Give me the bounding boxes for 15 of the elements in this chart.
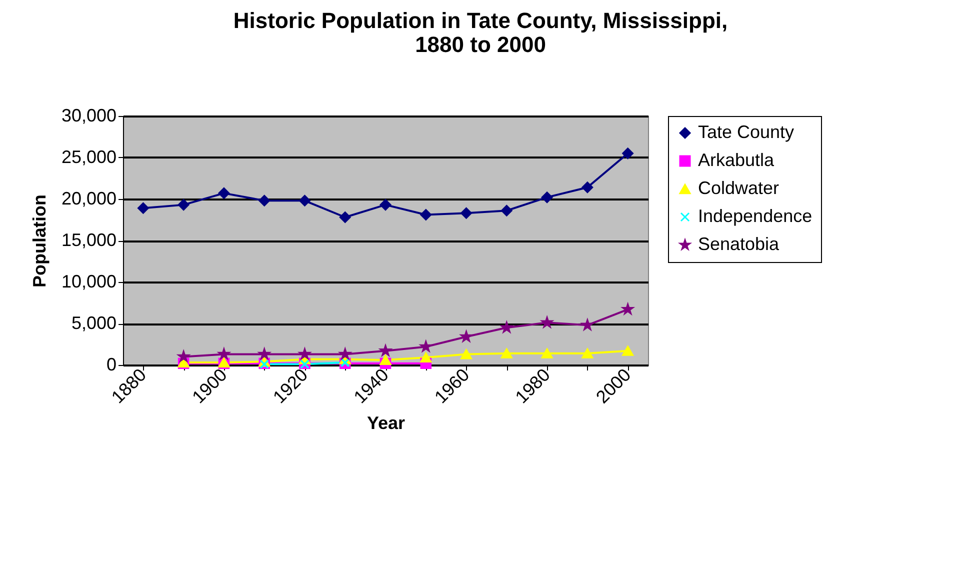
y-tick-label: 20,000 — [61, 188, 116, 208]
y-tick-label: 30,000 — [61, 106, 116, 126]
y-tick-label: 5,000 — [71, 313, 116, 333]
legend-label: Coldwater — [698, 178, 780, 198]
y-tick-label: 0 — [106, 354, 116, 374]
x-axis-title: Year — [366, 413, 406, 434]
y-axis-title: Population — [29, 194, 50, 288]
legend-label: Senatobia — [698, 234, 780, 254]
y-tick-label: 25,000 — [61, 147, 116, 167]
legend-label: Independence — [698, 206, 812, 226]
legend-label: Arkabutla — [698, 150, 776, 170]
y-tick-label: 10,000 — [61, 272, 116, 292]
chart-title: Historic Population in Tate County, Mississippi, 1880 to 2000 — [233, 8, 728, 57]
y-tick-label: 15,000 — [61, 230, 116, 250]
legend-label: Tate County — [698, 122, 794, 142]
